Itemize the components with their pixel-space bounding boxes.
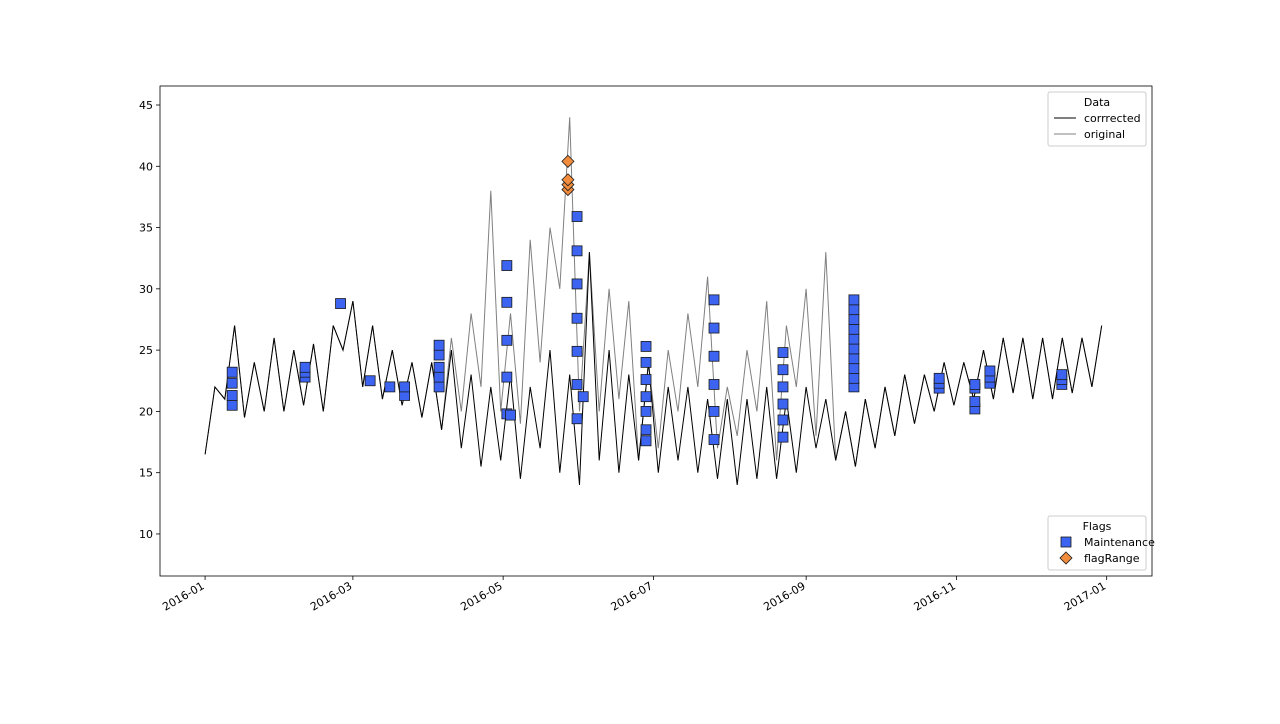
flag-marker <box>571 345 583 357</box>
legend-marker <box>1059 551 1073 565</box>
flag-marker <box>708 294 720 306</box>
y-tick-label: 35 <box>139 222 153 235</box>
flag-marker <box>708 434 720 445</box>
flag-marker <box>505 409 516 421</box>
flag-marker <box>640 406 652 417</box>
flag-marker <box>433 349 445 361</box>
flag-marker <box>226 390 238 401</box>
legend-label: original <box>1084 128 1125 141</box>
x-tick-label: 2016-05 <box>458 579 504 613</box>
x-tick-label: 2016-07 <box>609 579 655 613</box>
flag-marker <box>433 381 445 393</box>
flag-marker <box>571 278 583 290</box>
y-tick-label: 20 <box>139 405 153 418</box>
flag-marker <box>848 323 860 335</box>
flag-marker <box>335 298 346 309</box>
flag-marker <box>708 406 720 417</box>
plot-frame <box>159 85 1153 577</box>
flag-marker <box>640 356 652 368</box>
flag-marker <box>777 381 789 393</box>
flag-marker <box>777 364 789 376</box>
flag-marker <box>501 260 513 271</box>
x-tick-label: 2017-01 <box>1062 579 1108 613</box>
flag-marker <box>848 294 860 306</box>
flag-marker <box>708 379 720 390</box>
legend-label: flagRange <box>1084 552 1140 565</box>
flag-marker <box>433 361 445 373</box>
flag-marker <box>571 245 583 257</box>
flag-marker <box>848 353 860 365</box>
flag-marker <box>299 361 311 373</box>
flag-marker <box>384 381 396 393</box>
flag-marker <box>848 343 860 355</box>
flag-marker <box>640 391 652 403</box>
flag-marker <box>433 339 445 351</box>
flag-marker <box>571 211 583 222</box>
legend-label: Maintenance <box>1084 536 1155 549</box>
y-tick-label: 40 <box>139 160 153 173</box>
flag-marker <box>226 377 238 389</box>
x-tick-label: 2016-09 <box>761 579 807 613</box>
flag-marker <box>848 304 860 316</box>
flag-marker <box>640 341 652 352</box>
y-tick-label: 45 <box>139 99 153 112</box>
flag-marker <box>708 350 720 362</box>
x-tick-label: 2016-03 <box>308 579 354 613</box>
flag-marker <box>571 379 583 390</box>
flag-marker <box>640 424 652 436</box>
flag-marker <box>848 363 860 374</box>
flag-marker <box>777 431 789 443</box>
flag-marker <box>969 396 981 407</box>
flag-marker <box>501 296 513 308</box>
y-tick-label: 30 <box>139 283 153 296</box>
flag-marker <box>640 435 652 447</box>
legend-label: corrrected <box>1084 112 1141 125</box>
flag-marker <box>777 414 789 426</box>
flag-marker <box>640 374 652 385</box>
legend-box <box>1047 515 1147 571</box>
flag-marker <box>571 312 583 324</box>
legend-title: Data <box>1084 96 1110 109</box>
flag-marker <box>561 154 575 168</box>
flag-marker <box>848 314 860 325</box>
flag-marker <box>1056 369 1068 381</box>
flag-marker <box>226 366 238 378</box>
legend-box <box>1047 91 1147 147</box>
legend-title: Flags <box>1083 520 1112 533</box>
flag-marker <box>577 391 589 403</box>
data-line <box>204 252 1103 485</box>
flag-marker <box>777 398 789 410</box>
y-tick-label: 25 <box>139 344 153 357</box>
flag-marker <box>848 372 860 384</box>
flag-marker <box>501 371 513 383</box>
y-tick-label: 10 <box>139 528 153 541</box>
y-tick-label: 15 <box>139 467 153 480</box>
flag-marker <box>399 381 411 393</box>
flag-marker <box>226 399 238 411</box>
x-tick-label: 2016-11 <box>912 579 958 613</box>
flag-marker <box>561 173 575 187</box>
flag-marker <box>848 333 860 345</box>
flag-marker <box>571 413 583 425</box>
legend-marker <box>1060 536 1072 548</box>
flag-marker <box>969 379 981 390</box>
flag-marker <box>984 365 996 377</box>
flag-marker <box>708 322 720 334</box>
flag-marker <box>364 375 376 387</box>
flag-marker <box>433 371 445 383</box>
flag-marker <box>501 334 513 346</box>
flag-marker <box>777 347 789 358</box>
flag-marker <box>933 372 945 384</box>
x-tick-label: 2016-01 <box>160 579 206 613</box>
